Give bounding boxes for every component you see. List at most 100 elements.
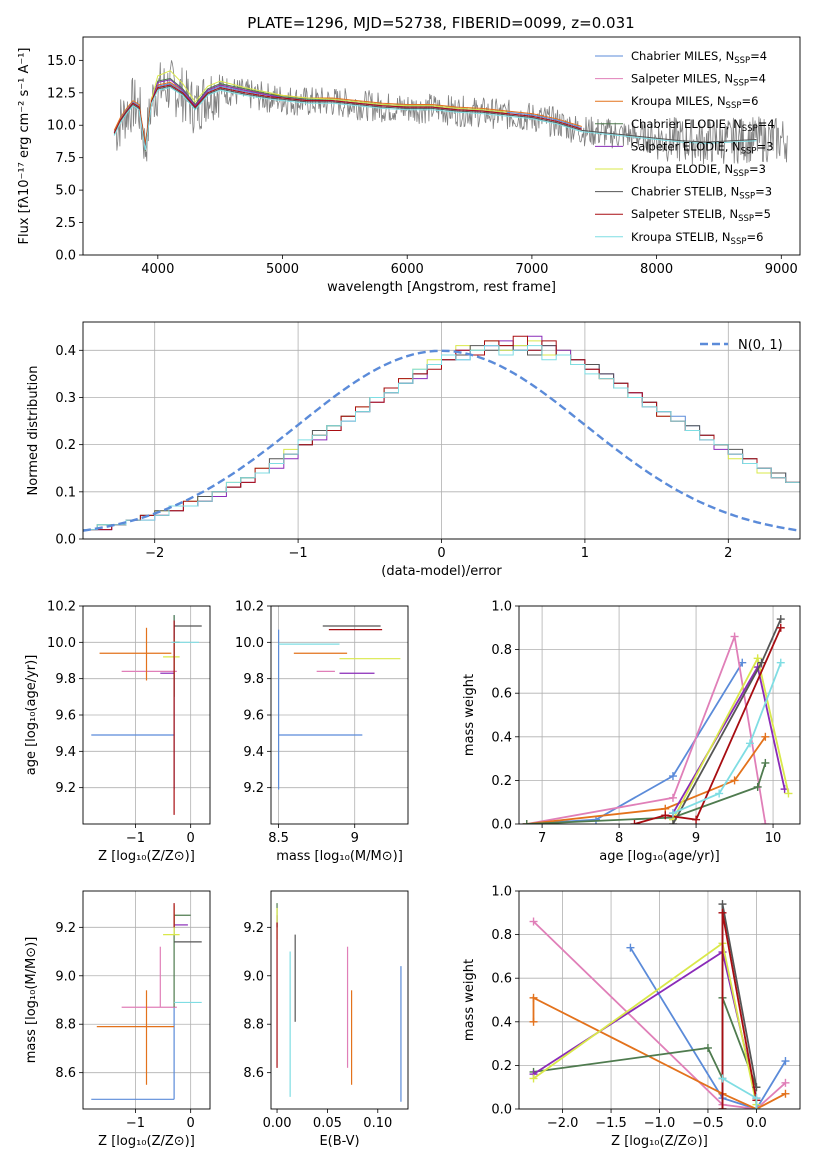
spectrum-ytick-label: 12.5 bbox=[47, 86, 76, 101]
legend-label-kroupa_elodie: Kroupa ELODIE, NSSP=3 bbox=[631, 162, 766, 179]
mass_vs_z-point-chabrier_miles bbox=[91, 1007, 175, 1100]
age_vs_z-ylabel: age [log₁₀(age/yr)] bbox=[24, 655, 39, 776]
weight_vs_z-ylabel: mass weight bbox=[462, 959, 477, 1041]
age_vs_z-xlabel: Z [log₁₀(Z/Z⊙)] bbox=[98, 849, 195, 864]
mass_vs_z-ytick-label: 8.8 bbox=[55, 1018, 76, 1033]
legend-label-gaussian: N(0, 1) bbox=[738, 338, 783, 353]
age_vs_z-plot-area bbox=[91, 615, 202, 815]
weight_vs_age-xtick-label: 8 bbox=[615, 831, 623, 846]
weight_vs_z-marker-chabrier_miles bbox=[781, 1057, 790, 1066]
residuals-frame bbox=[82, 321, 801, 540]
mass_vs_ebv-ytick-label: 8.8 bbox=[243, 1018, 264, 1033]
axes-layer: 4000 5000 6000 7000 8000 90000.02.55.07.510.0… bbox=[17, 36, 801, 1149]
mass_vs_ebv-xlabel: E(B-V) bbox=[319, 1134, 359, 1149]
weight_vs_z-marker-salpeter_stelib bbox=[718, 908, 727, 917]
age_vs_z-frame bbox=[82, 605, 211, 825]
weight_vs_z-axes: −2.0 −1.5 −1.0 −0.5 0.0 0.0 0.2 0.4 0.6 0.8 1.0 Z [… bbox=[462, 885, 801, 1149]
age_vs_mass-plot-area bbox=[278, 625, 401, 790]
mass_vs_z-point-kroupa_miles bbox=[96, 990, 175, 1085]
weight_vs_age-marker-salpeter_stelib bbox=[776, 623, 785, 632]
weight_vs_age-line-chabrier_miles bbox=[526, 662, 744, 824]
mass_vs_z-xlabel: Z [log₁₀(Z/Z⊙)] bbox=[98, 1134, 195, 1149]
weight_vs_age-ylabel: mass weight bbox=[462, 674, 477, 756]
age_vs_z-point-chabrier_miles bbox=[91, 615, 175, 790]
age_vs_z-xtick-label: −1 bbox=[126, 831, 145, 846]
age_vs_mass-ytick-label: 9.4 bbox=[243, 745, 264, 760]
spectrum-xtick-label: 4000 bbox=[141, 262, 174, 277]
mass_vs_z-xtick-label: −1 bbox=[126, 1116, 145, 1131]
weight_vs_age-marker-chabrier_elodie bbox=[753, 782, 762, 791]
age_vs_mass-axes: 8.5 9 9.2 9.4 9.6 9.8 10.0 10.2 mass [log₁₀(M/M⊙… bbox=[235, 600, 409, 864]
spectrum-ytick-label: 5.0 bbox=[55, 184, 76, 199]
weight_vs_age-line-kroupa_miles bbox=[526, 736, 767, 824]
age_vs_mass-ytick-label: 9.2 bbox=[243, 781, 264, 796]
age_vs_z-point-chabrier_elodie bbox=[173, 615, 180, 697]
weight_vs_age-ytick-label: 1.0 bbox=[491, 600, 512, 615]
mass_vs_ebv-xtick-label: 0.10 bbox=[363, 1116, 392, 1131]
weight_vs_z-ytick-label: 0.6 bbox=[491, 972, 512, 987]
residuals-plot-area bbox=[83, 335, 800, 532]
spectrum-ytick-label: 15.0 bbox=[47, 54, 76, 69]
weight_vs_z-xtick-label: −1.0 bbox=[644, 1116, 676, 1131]
weight_vs_z-line-chabrier_miles bbox=[629, 947, 787, 1109]
legend-label-chabrier_elodie: Chabrier ELODIE, NSSP=4 bbox=[631, 117, 775, 134]
weight_vs_age-xlabel: age [log₁₀(age/yr)] bbox=[599, 849, 720, 864]
age_vs_mass-xlabel: mass [log₁₀(M/M⊙)] bbox=[276, 849, 403, 864]
weight_vs_age-marker-kroupa_stelib bbox=[776, 658, 785, 667]
age_vs_z-point-kroupa_elodie bbox=[163, 638, 180, 676]
histogram-kroupa_stelib bbox=[83, 345, 800, 531]
weight_vs_z-ytick-label: 1.0 bbox=[491, 885, 512, 900]
weight_vs_age-marker-salpeter_stelib bbox=[692, 815, 701, 824]
age_vs_mass-frame bbox=[270, 605, 409, 825]
spectrum-xtick-label: 6000 bbox=[391, 262, 424, 277]
mass_vs_z-point-salpeter_miles bbox=[121, 946, 177, 1008]
mass_vs_z-point-chabrier_elodie bbox=[173, 914, 191, 1008]
weight_vs_z-marker-kroupa_stelib bbox=[752, 1094, 761, 1103]
residuals-xtick-label: 0 bbox=[437, 546, 445, 561]
spectrum-line-kroupa_elodie bbox=[144, 70, 508, 149]
weight_vs_age-marker-chabrier_elodie bbox=[522, 820, 531, 824]
weight_vs_age-marker-salpeter_miles bbox=[761, 820, 770, 824]
weight_vs_age-marker-chabrier_stelib bbox=[757, 658, 766, 667]
residuals-xtick-label: 2 bbox=[724, 546, 732, 561]
weight_vs_z-xtick-label: −1.5 bbox=[595, 1116, 627, 1131]
residuals-ytick-label: 0.4 bbox=[55, 344, 76, 359]
mass_vs_z-plot-area bbox=[91, 903, 202, 1100]
mass_vs_z-point-kroupa_elodie bbox=[163, 905, 180, 936]
mass_vs_z-ytick-label: 8.6 bbox=[55, 1066, 76, 1081]
weight_vs_z-marker-kroupa_miles bbox=[529, 1017, 538, 1026]
spectrum-plot-area bbox=[113, 60, 788, 165]
weight_vs_z-marker-salpeter_stelib bbox=[718, 1105, 727, 1109]
weight_vs_age-ytick-label: 0.2 bbox=[491, 774, 512, 789]
weight_vs_age-ytick-label: 0.0 bbox=[491, 818, 512, 833]
residuals-xtick-label: −2 bbox=[145, 546, 164, 561]
weight_vs_age-line-salpeter_miles bbox=[526, 633, 767, 824]
residuals-ylabel: Normed distribution bbox=[26, 366, 41, 496]
weight_vs_age-xtick-label: 10 bbox=[765, 831, 782, 846]
weight_vs_age-ytick-label: 0.4 bbox=[491, 730, 512, 745]
weight_vs_z-ytick-label: 0.4 bbox=[491, 1015, 512, 1030]
figure-title: PLATE=1296, MJD=52738, FIBERID=0099, z=0… bbox=[247, 14, 634, 32]
spectrum-line-chabrier_elodie bbox=[144, 77, 508, 152]
age_vs_z-ytick-label: 9.4 bbox=[55, 745, 76, 760]
weight_vs_z-marker-kroupa_stelib bbox=[752, 1105, 761, 1109]
spectrum-axes: 4000 5000 6000 7000 8000 9000 0.0 2.5 5.0 7.5 10.0… bbox=[17, 36, 801, 295]
weight_vs_age-ytick-label: 0.6 bbox=[491, 687, 512, 702]
residuals-ytick-label: 0.3 bbox=[55, 391, 76, 406]
legend-label-chabrier_miles: Chabrier MILES, NSSP=4 bbox=[631, 49, 767, 66]
weight_vs_z-marker-salpeter_miles bbox=[781, 1078, 790, 1087]
spectrum-ytick-label: 10.0 bbox=[47, 119, 76, 134]
spectrum-ytick-label: 0.0 bbox=[55, 249, 76, 264]
weight_vs_age-marker-chabrier_stelib bbox=[776, 615, 785, 624]
weight_vs_z-marker-chabrier_elodie bbox=[703, 1043, 712, 1052]
age_vs_mass-xtick-label: 9 bbox=[351, 831, 359, 846]
spectrum-xtick-label: 5000 bbox=[266, 262, 299, 277]
weight_vs_age-marker-chabrier_stelib bbox=[668, 820, 677, 824]
age_vs_z-ytick-label: 9.8 bbox=[55, 672, 76, 687]
weight_vs_age-marker-kroupa_elodie bbox=[753, 654, 762, 663]
age_vs_mass-xtick-label: 8.5 bbox=[268, 831, 289, 846]
mass_vs_z-frame bbox=[82, 890, 211, 1110]
mass_vs_ebv-plot-area bbox=[276, 903, 402, 1102]
legend-label-chabrier_stelib: Chabrier STELIB, NSSP=3 bbox=[631, 185, 772, 202]
